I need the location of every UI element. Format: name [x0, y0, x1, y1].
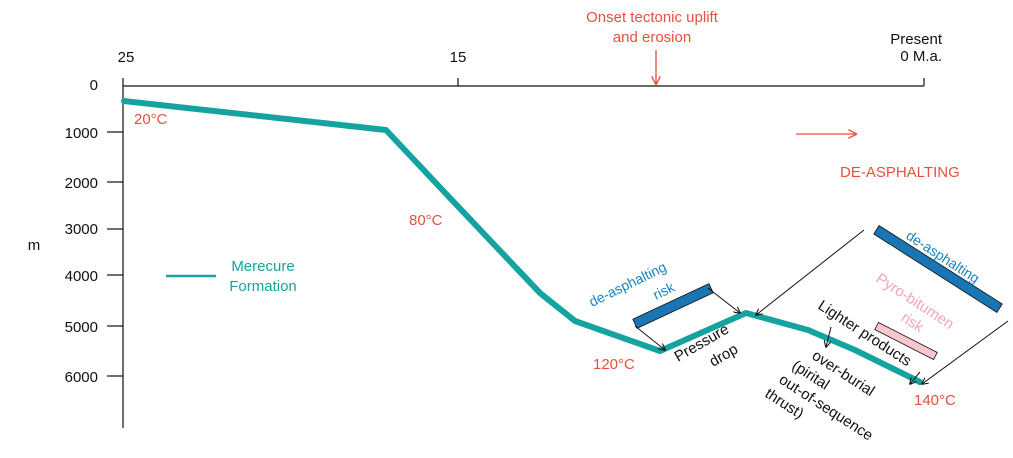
temp-label-140: 140°C	[914, 392, 956, 409]
depth-tick-label-1000: 1000	[65, 125, 98, 142]
depth-tick-label-6000: 6000	[65, 369, 98, 386]
time-axis: 25 15 Present 0 M.a.	[118, 31, 943, 87]
risk-arrow-right	[707, 287, 740, 313]
band-arrow-right	[922, 320, 1009, 384]
depth-tick-label-3000: 3000	[65, 221, 98, 238]
depth-axis: 0 1000 2000 3000 4000 5000 6000 m	[28, 77, 124, 428]
legend-label-line2: Formation	[229, 278, 297, 295]
temp-label-20: 20°C	[134, 111, 168, 128]
deasphalting-risk-band	[632, 283, 714, 329]
temp-label-80: 80°C	[409, 212, 443, 229]
band-arrow-left	[756, 229, 865, 315]
onset-uplift-annotation: Onset tectonic uplift and erosion	[586, 9, 719, 84]
onset-label-line2: and erosion	[613, 29, 691, 46]
legend-label-line1: Merecure	[231, 258, 294, 275]
present-label: Present	[890, 31, 943, 48]
present-ma-label: 0 M.a.	[900, 48, 942, 65]
depth-tick-label-0: 0	[90, 77, 98, 94]
depth-unit-label: m	[28, 237, 41, 254]
onset-label-line1: Onset tectonic uplift	[586, 9, 719, 26]
temp-label-120: 120°C	[593, 356, 635, 373]
depth-tick-label-2000: 2000	[65, 175, 98, 192]
depth-tick-label-5000: 5000	[65, 319, 98, 336]
lighter-arrow-right	[910, 371, 921, 384]
deasphalting-band	[873, 225, 1003, 313]
deasphalting-risk-label-line2: risk	[650, 278, 677, 302]
risk-arrow-left	[634, 325, 665, 350]
deasphalting-title: DE-ASPHALTING	[840, 164, 960, 181]
legend: Merecure Formation	[166, 258, 297, 295]
time-tick-label-25: 25	[118, 49, 135, 66]
depth-tick-label-4000: 4000	[65, 268, 98, 285]
time-tick-label-15: 15	[450, 49, 467, 66]
pyrobitumen-band	[874, 321, 938, 361]
lighter-arrow-left	[826, 326, 832, 347]
burial-curve	[121, 98, 923, 385]
overburial-group: over-burial (pirital out-of-sequence thr…	[762, 347, 878, 444]
